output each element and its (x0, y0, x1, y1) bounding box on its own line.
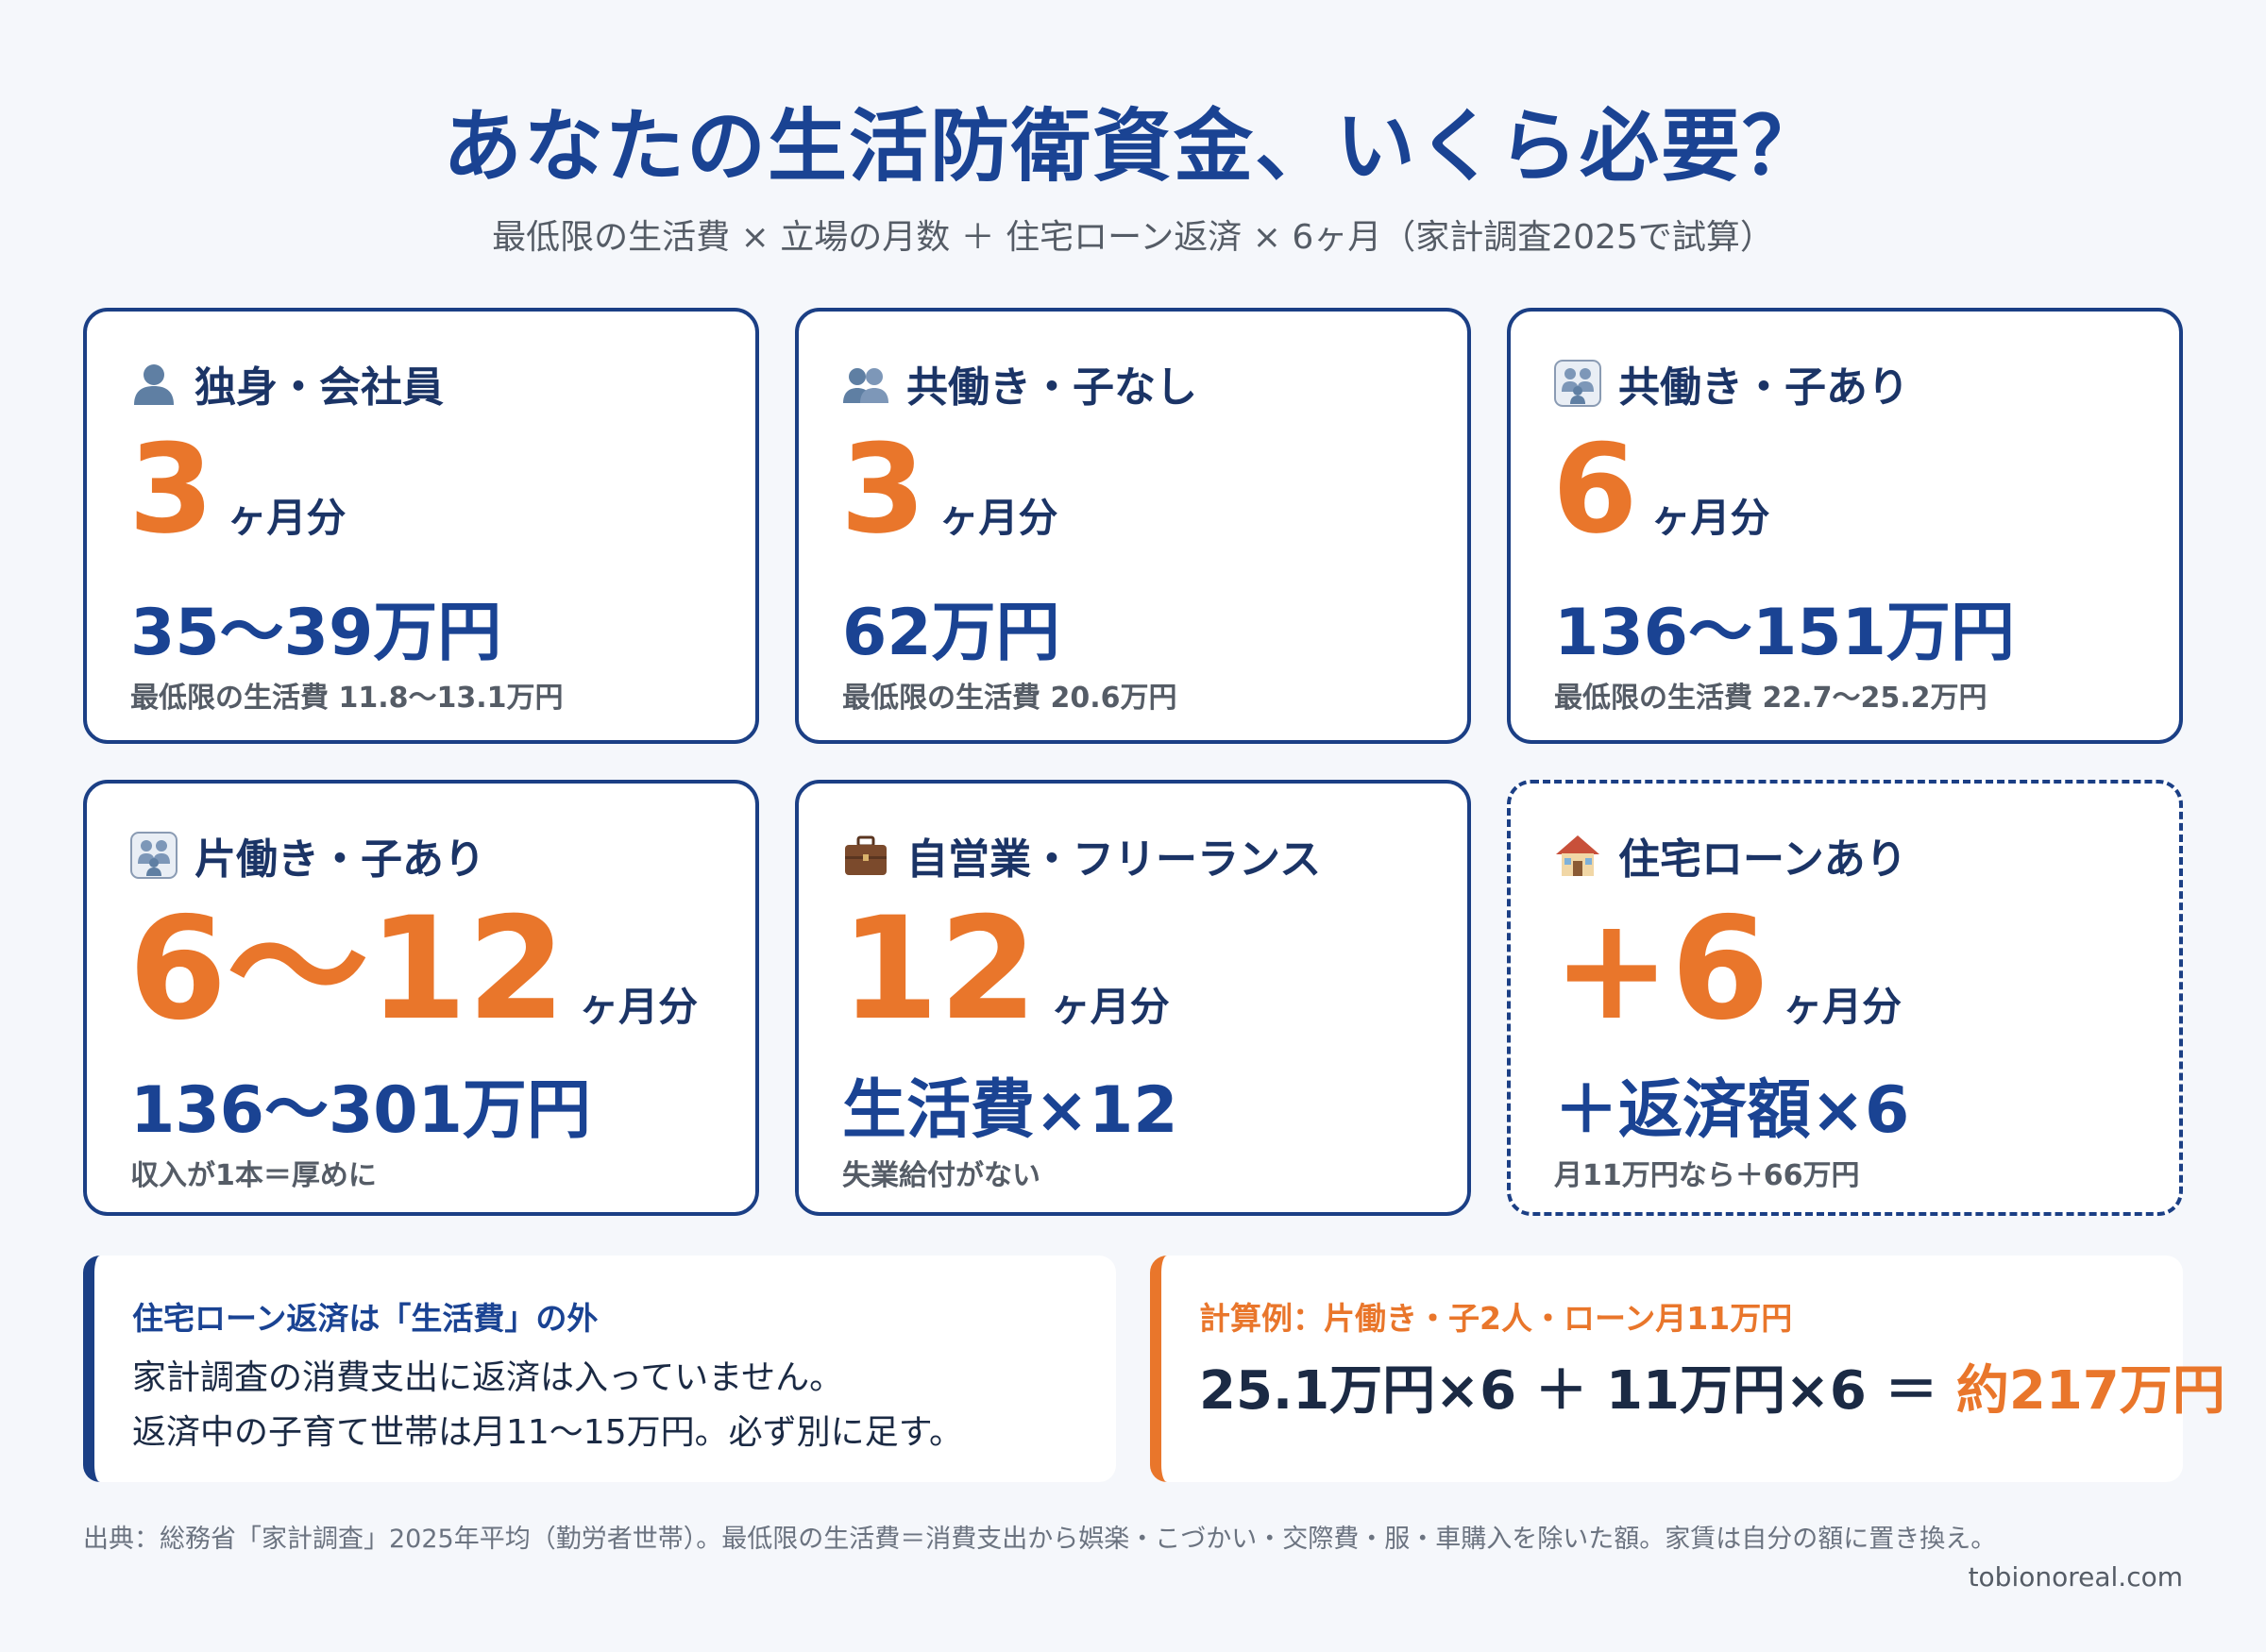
amount-value: 62万円 (842, 596, 1060, 670)
months-display: +6 ヶ月分 (1552, 887, 1902, 1052)
mortgage-note-box: 住宅ローン返済は「生活費」の外 家計調査の消費支出に返済は入っていません。 返済… (83, 1256, 1116, 1482)
person-icon (134, 364, 174, 405)
formula-result: 約217万円 (1955, 1360, 2225, 1422)
card-label: 独身・会社員 (194, 363, 444, 412)
card-label: 自営業・フリーランス (906, 835, 1322, 884)
card-note: 最低限の生活費 22.7〜25.2万円 (1554, 682, 1987, 715)
card-dual-income-no-kids: 共働き・子なし 3 ヶ月分 62万円 最低限の生活費 20.6万円 (795, 308, 1471, 744)
formula-text: 25.1万円×6 ＋ 11万円×6 ＝ (1199, 1360, 1956, 1422)
calculation-example-box: 計算例：片働き・子2人・ローン月11万円 25.1万円×6 ＋ 11万円×6 ＝… (1150, 1256, 2225, 1482)
months-display: 6 ヶ月分 (1552, 417, 1770, 561)
family-icon (1554, 360, 1601, 407)
months-unit: ヶ月分 (1650, 495, 1770, 541)
card-label: 片働き・子あり (194, 835, 485, 884)
card-header: 自営業・フリーランス (842, 825, 1321, 885)
card-note: 最低限の生活費 11.8〜13.1万円 (130, 682, 564, 715)
amount-value: ＋返済額×6 (1554, 1073, 1910, 1148)
calculation-example-title: 計算例：片働き・子2人・ローン月11万円 (1199, 1300, 1793, 1337)
two-people-icon (843, 368, 888, 403)
site-url: tobionoreal.com (1968, 1561, 2183, 1593)
months-display: 3 ヶ月分 (128, 417, 347, 561)
card-note: 月11万円なら＋66万円 (1554, 1159, 1860, 1192)
card-header: 独身・会社員 (130, 353, 444, 413)
card-header: 片働き・子あり (130, 825, 485, 885)
card-header: 共働き・子なし (842, 353, 1197, 413)
amount-value: 35〜39万円 (130, 596, 502, 670)
months-unit: ヶ月分 (579, 984, 699, 1030)
months-value: +6 (1552, 887, 1770, 1052)
card-single-employee: 独身・会社員 3 ヶ月分 35〜39万円 最低限の生活費 11.8〜13.1万円 (83, 308, 759, 744)
card-header: 住宅ローンあり (1554, 825, 1907, 885)
mortgage-note-line-2: 返済中の子育て世帯は月11〜15万円。必ず別に足す。 (132, 1413, 964, 1452)
card-header: 共働き・子あり (1554, 353, 1909, 413)
months-display: 6〜12 ヶ月分 (128, 887, 699, 1052)
source-note: 出典：総務省「家計調査」2025年平均（勤労者世帯）。最低限の生活費＝消費支出か… (83, 1525, 1997, 1554)
amount-value: 生活費×12 (842, 1073, 1178, 1148)
card-note: 失業給付がない (842, 1159, 1040, 1192)
months-value: 3 (840, 417, 926, 561)
card-note: 最低限の生活費 20.6万円 (842, 682, 1177, 715)
family-icon (130, 832, 178, 879)
months-unit: ヶ月分 (939, 495, 1058, 541)
months-unit: ヶ月分 (1050, 984, 1170, 1030)
calculation-formula: 25.1万円×6 ＋ 11万円×6 ＝ 約217万円 (1199, 1348, 2225, 1424)
months-display: 12 ヶ月分 (840, 887, 1170, 1052)
page-title: あなたの生活防衛資金、いくら必要？ (442, 100, 1823, 193)
card-dual-income-with-kids: 共働き・子あり 6 ヶ月分 136〜151万円 最低限の生活費 22.7〜25.… (1507, 308, 2183, 744)
mortgage-note-line-1: 家計調査の消費支出に返済は入っていません。 (132, 1358, 844, 1397)
months-unit: ヶ月分 (227, 495, 347, 541)
house-icon (1556, 835, 1599, 876)
months-value: 3 (128, 417, 214, 561)
card-single-income-with-kids: 片働き・子あり 6〜12 ヶ月分 136〜301万円 収入が1本＝厚めに (83, 780, 759, 1216)
months-value: 6 (1552, 417, 1638, 561)
amount-value: 136〜301万円 (130, 1073, 591, 1148)
briefcase-icon (845, 835, 887, 875)
amount-value: 136〜151万円 (1554, 596, 2015, 670)
card-label: 住宅ローンあり (1618, 835, 1907, 884)
card-label: 共働き・子あり (1618, 363, 1909, 412)
months-value: 12 (840, 887, 1038, 1052)
card-mortgage: 住宅ローンあり +6 ヶ月分 ＋返済額×6 月11万円なら＋66万円 (1507, 780, 2183, 1216)
card-label: 共働き・子なし (906, 363, 1197, 412)
card-self-employed: 自営業・フリーランス 12 ヶ月分 生活費×12 失業給付がない (795, 780, 1471, 1216)
months-value: 6〜12 (128, 887, 566, 1052)
months-display: 3 ヶ月分 (840, 417, 1058, 561)
months-unit: ヶ月分 (1783, 984, 1902, 1030)
card-note: 収入が1本＝厚めに (130, 1159, 377, 1192)
page-subtitle: 最低限の生活費 × 立場の月数 ＋ 住宅ローン返済 × 6ヶ月（家計調査2025… (492, 218, 1774, 257)
mortgage-note-title: 住宅ローン返済は「生活費」の外 (132, 1300, 599, 1337)
